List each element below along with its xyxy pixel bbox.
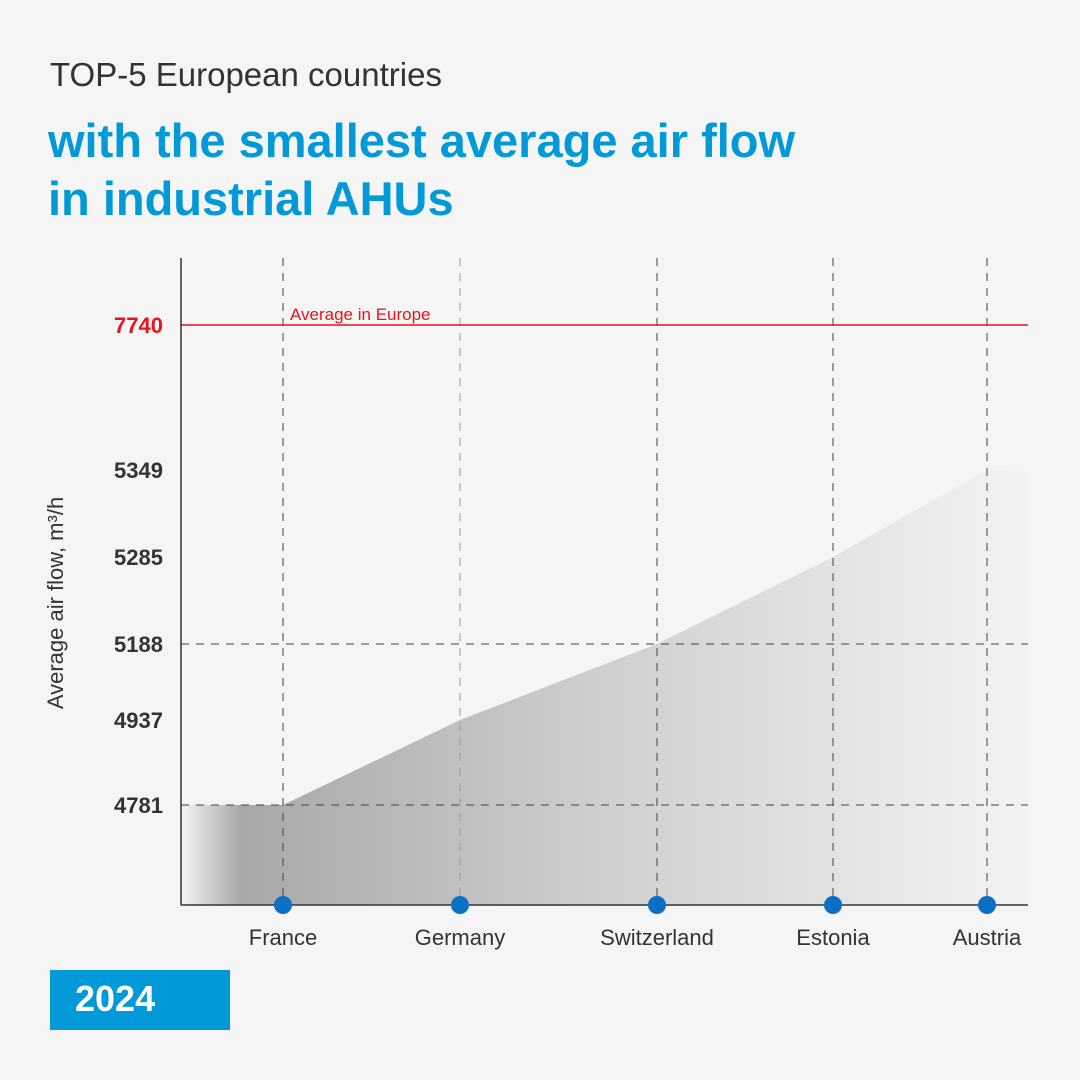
- reference-line-label: Average in Europe: [290, 305, 431, 324]
- marker-estonia: [824, 896, 842, 914]
- title-line-1: with the smallest average air flow: [48, 114, 796, 167]
- y-tick-label-5188: 5188: [114, 632, 163, 657]
- marker-germany: [451, 896, 469, 914]
- y-tick-label-5349: 5349: [114, 458, 163, 483]
- x-tick-label-france: France: [249, 925, 317, 950]
- x-tick-label-germany: Germany: [415, 925, 505, 950]
- y-tick-label-4937: 4937: [114, 708, 163, 733]
- y-axis-label: Average air flow, m³/h: [43, 497, 68, 709]
- chart-title: with the smallest average air flow in in…: [48, 112, 1008, 228]
- x-tick-label-switzerland: Switzerland: [600, 925, 714, 950]
- x-tick-label-estonia: Estonia: [796, 925, 870, 950]
- marker-switzerland: [648, 896, 666, 914]
- marker-france: [274, 896, 292, 914]
- data-area: [181, 470, 1028, 905]
- y-tick-label-7740: 7740: [114, 313, 163, 338]
- x-tick-label-austria: Austria: [953, 925, 1022, 950]
- marker-austria: [978, 896, 996, 914]
- year-label: 2024: [75, 978, 156, 1019]
- chart-subtitle: TOP-5 European countries: [50, 56, 442, 93]
- title-line-2: in industrial AHUs: [48, 172, 454, 225]
- y-tick-label-5285: 5285: [114, 545, 163, 570]
- y-tick-label-4781: 4781: [114, 793, 163, 818]
- year-badge: 2024: [50, 970, 230, 1030]
